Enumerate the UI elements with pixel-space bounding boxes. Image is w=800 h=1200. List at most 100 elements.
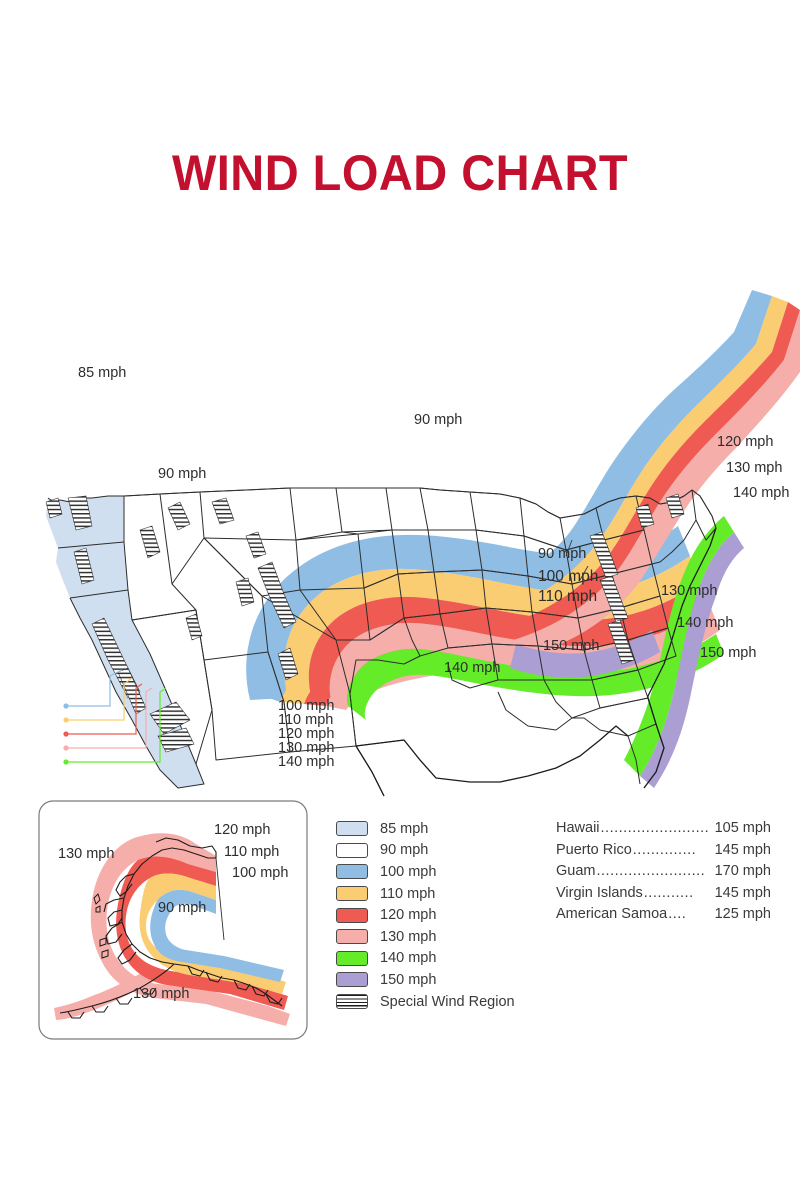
territory-name-guam: Guam [556,863,596,880]
swr-whitemountains [665,493,685,519]
texas-callout-100: 100 mph [278,698,335,714]
legend-item-100: 100 mph [336,861,536,883]
zone-band-140-gulf [346,634,724,720]
legend-label-85: 85 mph [380,820,429,837]
swr-bitterroot [167,501,191,531]
territory-dots-hawaii: ........................ [600,820,710,836]
territory-dots-virgin-islands: ........... [643,884,694,901]
legend: 85 mph 90 mph 100 mph 110 mph 120 mph 13… [336,818,536,1012]
territory-row-american-samoa: American Samoa .... 125 mph [556,906,771,928]
legend-item-130: 130 mph [336,926,536,948]
territory-name-puerto-rico: Puerto Rico [556,841,632,858]
coastline [355,527,717,797]
alaska-zone-120 [116,856,288,1010]
map-label-central-90: 90 mph [414,412,463,428]
territory-row-guam: Guam ........................ 170 mph [556,863,771,885]
alaska-label-110: 110 mph [224,844,280,860]
us-wind-map [0,240,800,800]
swr-nevada [185,613,203,641]
swr-rockies-co [257,561,297,629]
legend-label-110: 110 mph [380,885,436,902]
map-label-southeast-150: 150 mph [700,645,757,661]
alaska-label-130-south: 130 mph [133,986,190,1002]
territory-value-hawaii: 105 mph [714,820,771,836]
texas-callout-130: 130 mph [278,740,335,756]
alaska-aleutians-130 [54,966,160,1020]
legend-swatch-120 [336,907,368,923]
legend-item-special-wind-region: Special Wind Region [336,991,536,1013]
alaska-zone-100 [150,889,284,982]
map-label-southeast-140: 140 mph [677,615,734,631]
legend-swatch-140 [336,950,368,966]
alaska-label-120: 120 mph [214,822,271,838]
swr-wasatch [235,577,255,607]
territory-dots-puerto-rico: .............. [632,841,697,858]
territory-name-hawaii: Hawaii [556,820,600,836]
wind-zone-bands [246,290,800,788]
legend-swatch-150 [336,972,368,988]
alaska-label-130-west: 130 mph [58,846,115,862]
swr-appalachian-n [589,531,619,579]
legend-label-130: 130 mph [380,928,437,945]
swr-appalachian-m [599,575,629,623]
page-title: WIND LOAD CHART [171,145,629,201]
legend-label-100: 100 mph [380,863,437,880]
legend-item-90: 90 mph [336,840,536,862]
alaska-zone-90 [165,903,216,950]
gulf-label-leaders [565,539,589,581]
legend-label-special-wind-region: Special Wind Region [380,993,515,1010]
map-label-gulf-100: 100 mph [538,568,599,585]
legend-swatch-110 [336,886,368,902]
legend-item-150: 150 mph [336,969,536,991]
territory-name-virgin-islands: Virgin Islands [556,884,643,901]
texas-callout-leaders [63,669,167,765]
us-map-svg [0,240,800,800]
alaska-label-90: 90 mph [158,900,207,916]
swr-cascades-wa [67,495,93,531]
legend-item-110: 110 mph [336,883,536,905]
map-label-louisiana-150: 150 mph [543,638,600,654]
alaska-islands [93,893,109,959]
texas-callout-110: 110 mph [278,712,334,728]
alaska-outline [59,837,283,1019]
legend-swatch-100 [336,864,368,880]
territory-value-puerto-rico: 145 mph [714,841,771,858]
swr-newmexico [277,647,299,681]
legend-swatch-special-wind-region [336,994,368,1010]
swr-cascades-or [73,547,95,585]
legend-label-140: 140 mph [380,950,437,967]
legend-label-150: 150 mph [380,971,437,988]
state-fill-oregon [56,542,128,598]
map-label-southeast-130: 130 mph [661,583,718,599]
legend-label-90: 90 mph [380,842,429,859]
swr-montana [211,497,235,525]
zone-band-150-florida [640,532,744,788]
map-label-west-85: 85 mph [78,365,127,381]
territory-row-puerto-rico: Puerto Rico .............. 145 mph [556,842,771,864]
legend-swatch-90 [336,842,368,858]
alaska-inset-svg [38,800,308,1040]
swr-appalachian-s [607,619,635,665]
alaska-inset-panel: 130 mph 120 mph 110 mph 100 mph 90 mph 1… [38,800,308,1040]
territory-dots-american-samoa: .... [668,906,687,923]
territory-value-virgin-islands: 145 mph [714,884,771,901]
swr-idaho [139,525,161,559]
legend-swatch-85 [336,821,368,837]
swr-adirondack [635,503,655,529]
map-label-gulf-110: 110 mph [538,588,598,605]
zone-band-120-gulf [308,582,710,702]
legend-label-120: 120 mph [380,907,437,924]
territory-row-virgin-islands: Virgin Islands ........... 145 mph [556,885,771,907]
territory-value-guam: 170 mph [714,863,771,880]
territory-name-american-samoa: American Samoa [556,906,668,923]
legend-item-85: 85 mph [336,818,536,840]
map-label-gulf-90: 90 mph [538,546,587,562]
swr-olympic [45,497,63,519]
legend-item-120: 120 mph [336,904,536,926]
legend-item-140: 140 mph [336,948,536,970]
territory-dots-guam: ........................ [596,863,706,880]
territory-value-american-samoa: 125 mph [714,906,771,923]
map-label-northeast-120: 120 mph [717,434,774,450]
alaska-leader-line [215,857,225,941]
texas-callout-140: 140 mph [278,754,335,770]
